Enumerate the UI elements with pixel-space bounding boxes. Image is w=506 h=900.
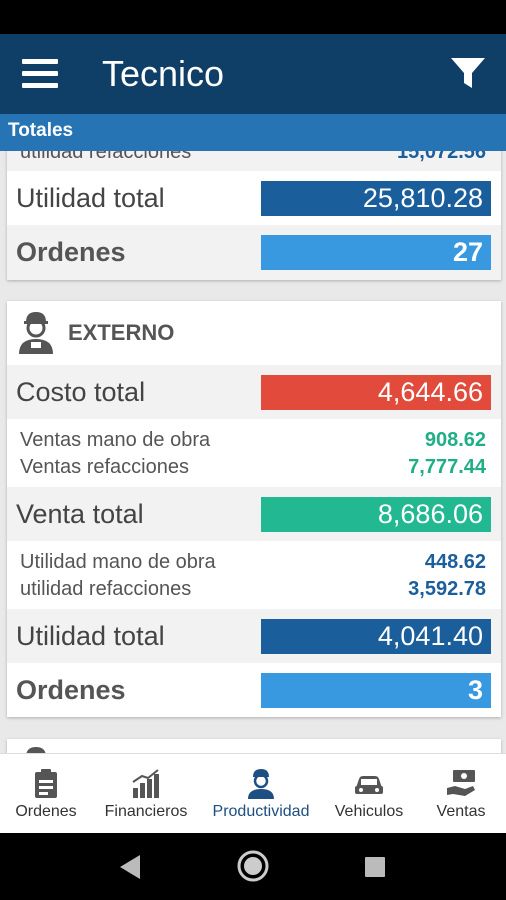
filter-icon[interactable] (450, 57, 486, 91)
nav-financieros[interactable]: Financieros (92, 754, 200, 834)
money-hand-icon (447, 770, 475, 796)
row-ordenes: Ordenes 3 (7, 663, 501, 717)
page-title: Tecnico (102, 53, 225, 94)
row-ordenes: Ordenes 27 (7, 225, 501, 280)
ordenes-label: Ordenes (16, 237, 126, 267)
nav-productividad[interactable]: Productividad (200, 754, 322, 834)
venta-total-label: Venta total (16, 499, 144, 529)
row-costo-total: Costo total 4,644.66 (7, 365, 501, 419)
util-ref-label: utilidad refacciones (20, 578, 192, 600)
partial-label: utilidad refacciones (20, 151, 192, 163)
card-totals: utilidad refacciones 15,072.56 Utilidad … (7, 151, 501, 280)
nav-label: Ventas (436, 803, 486, 820)
nav-ordenes[interactable]: Ordenes (0, 754, 92, 834)
venta-total-value: 8,686.06 (261, 497, 491, 532)
utilidad-total-label: Utilidad total (16, 183, 165, 213)
car-icon (355, 776, 383, 794)
ventas-mano-label: Ventas mano de obra (20, 429, 211, 451)
back-icon[interactable] (118, 854, 142, 880)
mechanic-icon (248, 769, 274, 799)
bottom-nav: Ordenes Financieros Productividad Vehicu… (0, 753, 506, 834)
section-label: Totales (8, 120, 74, 141)
costo-total-value: 4,644.66 (261, 375, 491, 410)
app-bar (0, 34, 506, 114)
bar-chart-icon (132, 769, 159, 798)
mechanic-icon (19, 312, 53, 354)
system-nav-bar (0, 833, 506, 900)
scroll-content[interactable]: utilidad refacciones 15,072.56 Utilidad … (0, 151, 506, 753)
util-mano-value: 448.62 (424, 551, 486, 573)
ordenes-label: Ordenes (16, 675, 126, 705)
nav-vehiculos[interactable]: Vehiculos (322, 754, 416, 834)
status-bar (0, 0, 506, 34)
ventas-ref-label: Ventas refacciones (20, 456, 189, 478)
mechanic-icon (26, 747, 46, 753)
row-partial: utilidad refacciones 15,072.56 (7, 151, 501, 171)
nav-label: Financieros (104, 803, 188, 820)
costo-total-label: Costo total (16, 377, 146, 407)
utilidad-total-label: Utilidad total (16, 621, 165, 651)
section-header: EXTERNO (68, 320, 175, 345)
home-icon[interactable] (236, 849, 270, 883)
utilidad-total-value: 25,810.28 (261, 181, 491, 216)
ordenes-value: 27 (261, 235, 491, 270)
row-utilidad-total: Utilidad total 4,041.40 (7, 609, 501, 663)
row-utilidad-total: Utilidad total 25,810.28 (7, 171, 501, 225)
menu-icon[interactable] (22, 59, 58, 89)
nav-ventas[interactable]: Ventas (416, 754, 506, 834)
card-next (7, 739, 501, 753)
utilidad-total-value: 4,041.40 (261, 619, 491, 654)
ordenes-value: 3 (261, 673, 491, 708)
util-mano-label: Utilidad mano de obra (20, 551, 216, 573)
section-bar (0, 114, 506, 151)
partial-value: 15,072.56 (397, 151, 486, 163)
ventas-mano-value: 908.62 (424, 429, 486, 451)
clipboard-icon (35, 769, 57, 798)
nav-label: Productividad (212, 803, 310, 820)
recents-icon[interactable] (364, 856, 386, 878)
card-externo: EXTERNO Costo total 4,644.66 Ventas mano… (7, 301, 501, 717)
row-ventas-detail: Ventas mano de obra 908.62 Ventas refacc… (7, 419, 501, 487)
row-utilidad-detail: Utilidad mano de obra 448.62 utilidad re… (7, 541, 501, 609)
nav-label: Ordenes (15, 803, 77, 820)
nav-label: Vehiculos (334, 803, 404, 820)
ventas-ref-value: 7,777.44 (408, 456, 486, 478)
row-venta-total: Venta total 8,686.06 (7, 487, 501, 541)
util-ref-value: 3,592.78 (408, 578, 486, 600)
